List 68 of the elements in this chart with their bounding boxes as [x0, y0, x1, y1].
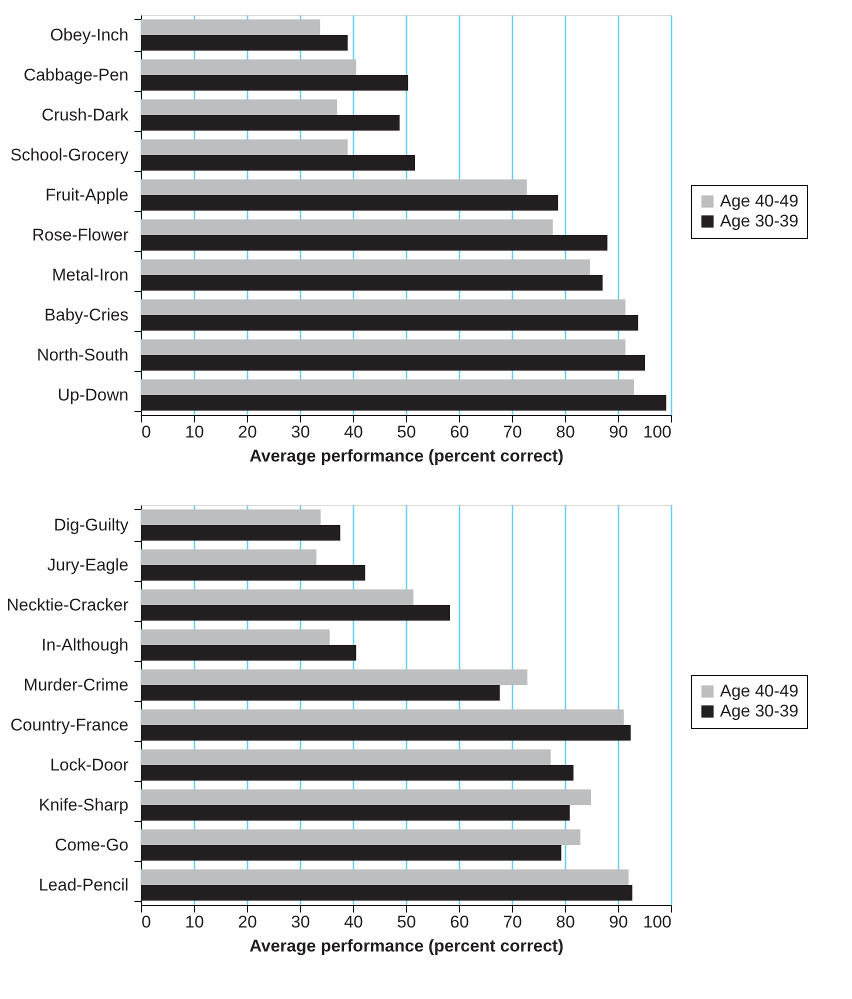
bar — [141, 379, 634, 395]
y-tick-label: Necktie-Cracker — [6, 596, 129, 614]
x-tick-label: 100 — [643, 422, 672, 442]
bar — [141, 99, 338, 115]
bar — [141, 709, 624, 725]
bar — [141, 749, 551, 765]
bar — [141, 549, 316, 565]
x-tick-label: 80 — [556, 422, 575, 442]
bar — [141, 339, 626, 355]
bar — [141, 19, 320, 35]
x-tick-label: 40 — [344, 912, 363, 932]
x-axis-title: Average performance (percent correct) — [250, 446, 564, 466]
y-tick-label: North-South — [36, 346, 128, 364]
y-tick-label: Jury-Eagle — [47, 556, 128, 574]
x-tick-label: 30 — [291, 422, 310, 442]
x-tick-label: 10 — [185, 912, 204, 932]
legend-label: Age 30-39 — [720, 212, 798, 230]
y-tick-label: Crush-Dark — [42, 106, 129, 124]
y-tick-label: Rose-Flower — [32, 226, 129, 244]
x-tick-label: 40 — [344, 422, 363, 442]
x-tick-label: 70 — [503, 422, 522, 442]
x-tick-label: 0 — [142, 422, 151, 442]
x-tick-label: 60 — [450, 422, 469, 442]
y-tick-label: Fruit-Apple — [45, 186, 128, 204]
bar — [141, 139, 348, 155]
y-tick-label: Come-Go — [54, 836, 128, 854]
x-tick-label: 90 — [609, 422, 628, 442]
bar — [141, 219, 553, 235]
legend-label: Age 30-39 — [720, 702, 798, 720]
y-tick-label: Lock-Door — [50, 756, 129, 774]
bar — [141, 829, 580, 845]
y-tick-label: In-Although — [42, 636, 128, 654]
bar — [141, 59, 356, 75]
x-tick-label: 20 — [238, 422, 257, 442]
x-tick-label: 0 — [142, 912, 151, 932]
bar — [141, 259, 590, 275]
bar — [141, 179, 527, 195]
bar — [141, 629, 330, 645]
x-tick-label: 80 — [556, 912, 575, 932]
y-tick-label: Up-Down — [58, 386, 128, 404]
y-tick-label: Cabbage-Pen — [24, 66, 128, 84]
y-tick-label: Baby-Cries — [44, 306, 128, 324]
x-tick-label: 20 — [238, 912, 257, 932]
y-tick-label: Murder-Crime — [24, 676, 128, 694]
legend-label: Age 40-49 — [720, 682, 798, 700]
x-axis-title: Average performance (percent correct) — [250, 936, 564, 956]
y-tick-label: Obey-Inch — [50, 26, 128, 44]
y-tick-label: Knife-Sharp — [38, 796, 128, 814]
legend-label: Age 40-49 — [720, 192, 798, 210]
bar — [141, 789, 591, 805]
y-tick-label: Dig-Guilty — [54, 516, 129, 534]
x-tick-label: 90 — [609, 912, 628, 932]
x-tick-label: 50 — [397, 912, 416, 932]
y-tick-label: School-Grocery — [10, 146, 129, 164]
y-tick-label: Country-France — [10, 716, 128, 734]
bar — [141, 299, 626, 315]
x-tick-label: 50 — [397, 422, 416, 442]
x-tick-label: 30 — [291, 912, 310, 932]
x-tick-label: 100 — [643, 912, 672, 932]
y-tick-label: Metal-Iron — [52, 266, 128, 284]
bar — [141, 869, 629, 885]
x-tick-label: 60 — [450, 912, 469, 932]
x-tick-label: 70 — [503, 912, 522, 932]
bar — [141, 509, 321, 525]
bar — [141, 669, 528, 685]
y-tick-label: Lead-Pencil — [38, 876, 128, 894]
bar — [141, 589, 414, 605]
x-tick-label: 10 — [185, 422, 204, 442]
